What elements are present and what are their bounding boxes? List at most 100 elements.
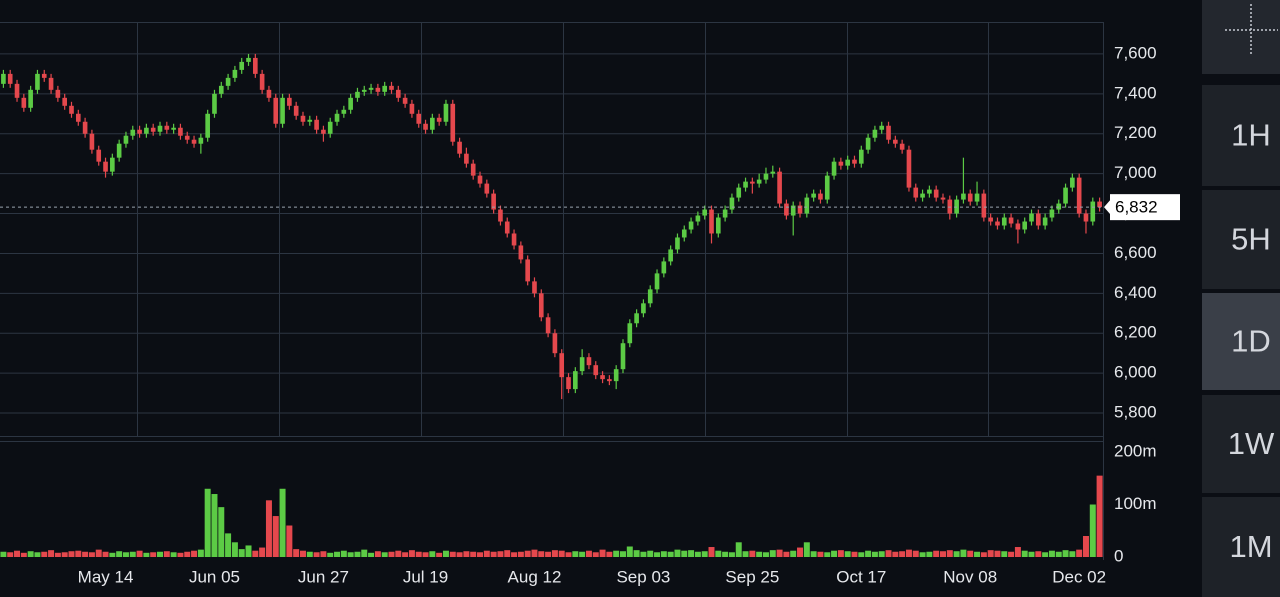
volume-bar: [88, 552, 95, 557]
candle-body: [89, 133, 95, 150]
candle-body: [232, 69, 238, 78]
volume-bar: [340, 550, 347, 557]
candle-body: [586, 357, 592, 366]
timeframe-button[interactable]: [1202, 395, 1280, 493]
timeframe-button[interactable]: [1202, 190, 1280, 289]
timeframe-button[interactable]: [1202, 497, 1280, 597]
candle-body: [287, 97, 292, 106]
candle-body: [797, 205, 803, 214]
candle-body: [750, 181, 755, 184]
volume-bar: [163, 551, 170, 557]
candle-body: [62, 97, 67, 106]
volume-bar: [374, 551, 381, 557]
candle-body: [191, 139, 197, 144]
volume-bar: [0, 551, 7, 557]
candle-body: [436, 117, 442, 122]
y-tick-label: 6,000: [1114, 363, 1157, 382]
candle-body: [675, 237, 680, 250]
volume-bar: [429, 551, 436, 557]
volume-bar: [885, 550, 892, 557]
candle-body: [790, 205, 796, 216]
candle-body: [933, 189, 939, 198]
x-tick-label: Nov 08: [943, 567, 997, 586]
volume-bar: [558, 550, 565, 557]
volume-bar: [75, 550, 82, 557]
volume-bar: [334, 551, 341, 557]
volume-bar: [41, 551, 48, 557]
volume-bar: [980, 552, 987, 557]
volume-bar: [272, 516, 279, 557]
volume-bar: [967, 550, 974, 557]
y-tick-label: 6,600: [1114, 243, 1157, 262]
volume-bar: [606, 551, 613, 557]
x-tick-label: Jun 27: [298, 567, 349, 586]
candle-body: [48, 77, 54, 90]
candle-body: [865, 137, 871, 150]
timeframe-button-selected[interactable]: [1202, 293, 1280, 390]
volume-bar: [1028, 551, 1035, 557]
candle-body: [430, 117, 435, 130]
candle-body: [327, 121, 333, 134]
y-tick-label: 6,200: [1114, 323, 1157, 342]
candle-body: [1049, 209, 1055, 218]
volume-bar: [851, 551, 858, 557]
timeframe-label[interactable]: 1W: [1228, 426, 1275, 461]
volume-bar: [388, 551, 395, 557]
candle-body: [1036, 213, 1041, 226]
volume-bar: [442, 550, 449, 557]
volume-bar: [109, 552, 116, 557]
candle-body: [28, 89, 33, 108]
grid: [0, 53, 1103, 414]
timeframe-button[interactable]: [1202, 85, 1280, 186]
volume-bar: [871, 551, 878, 557]
volume-bar: [259, 547, 266, 557]
volume-bar: [1001, 551, 1008, 557]
volume-bar: [681, 550, 688, 557]
volume-bar: [545, 551, 552, 557]
candle-body: [130, 129, 136, 136]
timeframe-label[interactable]: 1D: [1231, 324, 1271, 359]
candle-body: [470, 163, 476, 176]
candle-body: [688, 221, 694, 230]
candle-body: [804, 197, 810, 214]
candle-body: [300, 115, 306, 122]
volume-bar: [858, 552, 865, 557]
volume-bar: [354, 551, 361, 557]
volume-bar: [415, 551, 422, 557]
candle-body: [681, 229, 687, 238]
volume-bar: [633, 550, 640, 557]
volume-bar: [150, 552, 157, 557]
volume-bar: [1082, 536, 1089, 557]
volume-bar: [742, 551, 749, 557]
volume-bar: [95, 549, 102, 557]
volume-bar: [197, 549, 204, 557]
volume-bar: [640, 551, 647, 557]
volume-bar: [831, 550, 838, 557]
candle-body: [491, 193, 496, 210]
timeframe-label[interactable]: 1H: [1231, 118, 1271, 153]
candle-body: [566, 377, 571, 390]
candle-body: [266, 89, 272, 98]
candle-body: [103, 161, 108, 172]
x-tick-label: Aug 12: [508, 567, 562, 586]
candle-body: [613, 369, 619, 382]
volume-bar: [143, 552, 150, 557]
candle-body: [137, 129, 142, 134]
candle-body: [334, 113, 340, 122]
volume-bars: [0, 475, 1103, 557]
volume-bar: [905, 549, 912, 557]
timeframe-label[interactable]: 1M: [1229, 529, 1272, 564]
candle-body: [1083, 213, 1089, 222]
volume-bar: [1021, 550, 1028, 557]
volume-bar: [218, 507, 225, 557]
candle-body: [967, 193, 973, 202]
candle-body: [464, 153, 469, 164]
timeframe-label[interactable]: 5H: [1231, 222, 1271, 257]
crosshair-button[interactable]: [1202, 0, 1280, 74]
candle-body: [184, 135, 190, 140]
candle-body: [573, 371, 578, 390]
candle-body: [1063, 187, 1068, 204]
candle-body: [395, 89, 401, 98]
candle-body: [709, 209, 714, 234]
